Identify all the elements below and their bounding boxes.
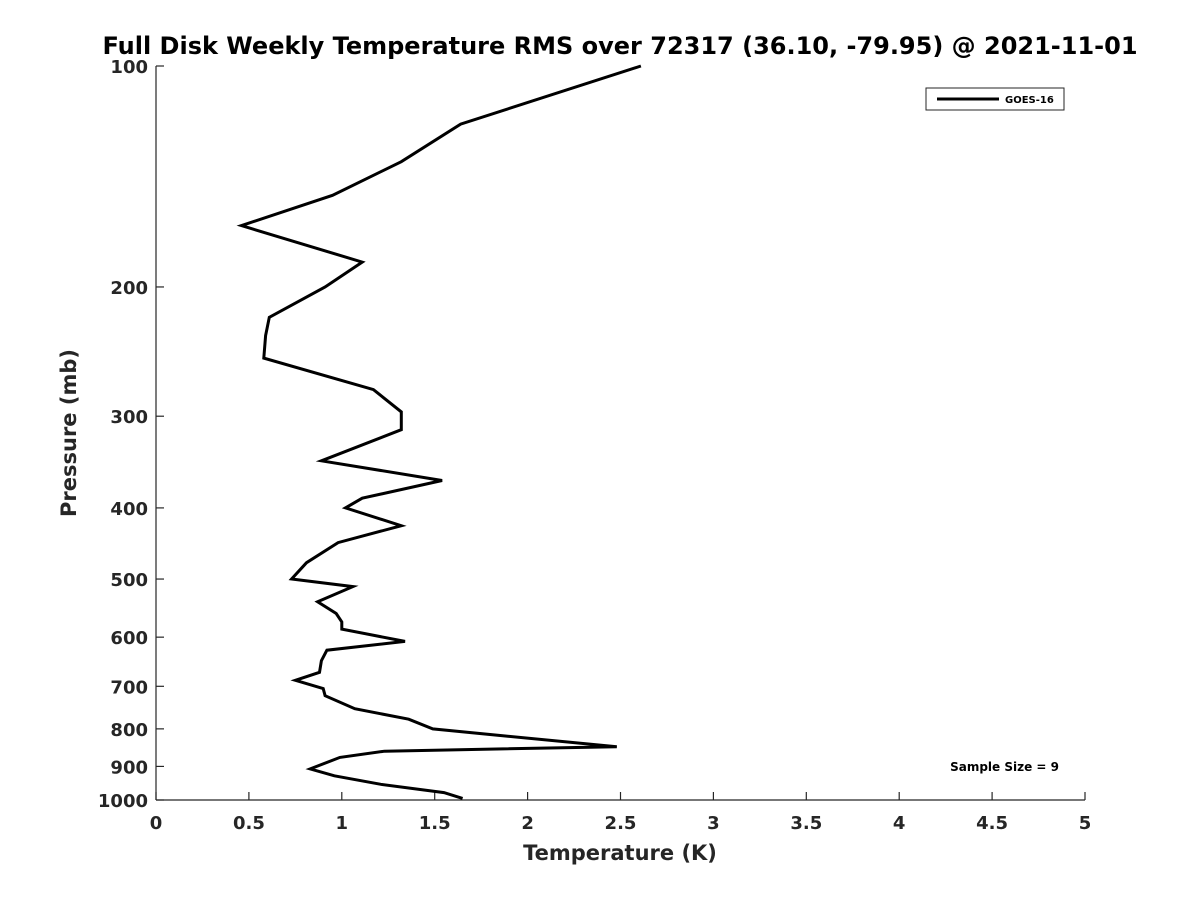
legend: GOES-16 — [925, 87, 1065, 111]
y-tick-group: 100 200 300 400 500 600 700 800 900 1000 — [98, 57, 164, 812]
x-axis-label: Temperature (K) — [523, 841, 717, 865]
x-tick-label: 1.5 — [419, 813, 451, 834]
x-tick-label: 3 — [707, 813, 720, 834]
series-line-goes-16 — [236, 64, 642, 800]
chart-title: Full Disk Weekly Temperature RMS over 72… — [102, 32, 1137, 60]
legend-label-goes-16: GOES-16 — [1005, 95, 1054, 106]
y-tick-label: 300 — [110, 407, 148, 428]
y-tick-label: 900 — [110, 757, 148, 778]
x-tick-label: 4 — [893, 813, 906, 834]
y-tick-label: 200 — [110, 278, 148, 299]
y-tick-label: 400 — [110, 499, 148, 520]
x-tick-group: 0 0.5 1 1.5 2 2.5 3 3.5 4 4.5 5 — [150, 792, 1092, 834]
y-tick-label: 1000 — [98, 791, 148, 812]
plot-axes: 0 0.5 1 1.5 2 2.5 3 3.5 4 4.5 5 100 200 300 400 500 600… — [98, 57, 1091, 834]
y-tick-label: 800 — [110, 720, 148, 741]
y-tick-label: 700 — [110, 677, 148, 698]
x-tick-label: 2 — [521, 813, 534, 834]
y-tick-label: 600 — [110, 628, 148, 649]
x-tick-label: 2.5 — [605, 813, 637, 834]
y-tick-label: 500 — [110, 570, 148, 591]
y-tick-label: 100 — [110, 57, 148, 78]
x-tick-label: 5 — [1079, 813, 1092, 834]
x-tick-label: 3.5 — [790, 813, 822, 834]
sample-size-note: Sample Size = 9 — [950, 760, 1059, 774]
x-tick-label: 0 — [150, 813, 163, 834]
x-tick-label: 0.5 — [233, 813, 265, 834]
series-layer — [236, 64, 642, 800]
x-tick-label: 4.5 — [976, 813, 1008, 834]
x-tick-label: 1 — [336, 813, 349, 834]
y-axis-label: Pressure (mb) — [57, 349, 81, 517]
